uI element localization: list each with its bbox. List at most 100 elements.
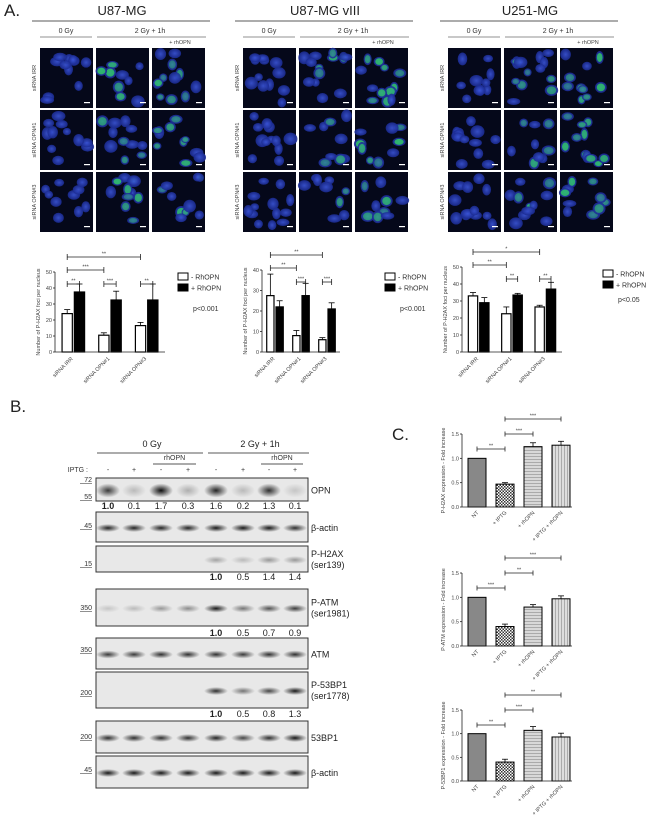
significance-label: ** [510, 274, 515, 280]
column-header-2gy: 2 Gy + 1h [338, 28, 369, 35]
nucleus [328, 47, 338, 59]
nucleus [257, 80, 269, 92]
bar [523, 446, 543, 508]
column-header-rhopn: + rhOPN [577, 40, 599, 46]
fluorescence-image [152, 172, 205, 232]
significance-label: ** [543, 274, 548, 280]
protein-band [231, 650, 255, 659]
densitometry-value: 0.8 [263, 709, 276, 719]
bar-minus-rhopn [292, 335, 301, 353]
nucleus [521, 206, 535, 216]
nucleus [54, 178, 65, 187]
nucleus [339, 53, 353, 61]
blot-row-p-atm [95, 588, 309, 627]
nucleus [483, 54, 494, 63]
protein-band [283, 687, 307, 695]
y-tick-label: 50 [453, 265, 459, 271]
blot-row-atm [95, 637, 309, 670]
nucleus [194, 210, 204, 220]
nucleus [542, 49, 554, 57]
nucleus [535, 63, 546, 73]
foci-signal [119, 138, 128, 145]
nucleus [323, 117, 337, 127]
foci-signal [138, 152, 146, 158]
protein-band [204, 604, 228, 613]
foci-signal [381, 64, 388, 71]
nucleus [312, 173, 323, 187]
protein-band [204, 483, 228, 498]
x-tick-label: siRNA OPN#3 [300, 356, 329, 385]
significance-label: ** [531, 690, 536, 696]
nucleus [166, 191, 177, 201]
significance-label: *** [107, 279, 114, 285]
scale-bar [287, 226, 293, 228]
row-label: siRNA IRR [440, 65, 446, 91]
nucleus [40, 96, 55, 104]
blot-membrane [95, 477, 309, 502]
nucleus [190, 80, 202, 94]
x-tick-label: NT [471, 784, 481, 794]
nucleus [509, 217, 523, 230]
densitometry-value: 1.0 [210, 628, 223, 638]
y-tick-label: 0.0 [451, 644, 459, 650]
nucleus [261, 138, 271, 147]
iptg-sign: + [293, 467, 297, 474]
blot-label: P-H2AX [311, 549, 344, 559]
nucleus [587, 177, 599, 186]
scale-bar [287, 102, 293, 104]
bar-plus-rhopn [147, 299, 159, 353]
densitometry-value: 0.1 [289, 501, 302, 511]
x-tick-label: + rhOPN [517, 649, 536, 668]
foci-signal [594, 204, 604, 213]
y-tick-label: 10 [46, 334, 52, 340]
x-tick-label: siRNA IRR [254, 356, 277, 379]
nucleus [448, 194, 462, 206]
significance-label: *** [516, 705, 523, 711]
nucleus [455, 159, 468, 169]
scale-bar [140, 226, 146, 228]
blot-row-β-actin [95, 511, 309, 543]
mw-marker: 45 [84, 523, 92, 530]
protein-band [176, 483, 200, 498]
foci-signal [361, 181, 368, 191]
densitometry-value: 1.4 [289, 572, 302, 582]
densitometry-value: 0.5 [237, 572, 250, 582]
nucleus [76, 177, 88, 188]
p-value-annotation: p<0.001 [193, 306, 219, 313]
nucleus [277, 85, 290, 96]
nucleus [267, 220, 277, 231]
scale-bar [84, 102, 90, 104]
protein-band [283, 524, 307, 532]
nucleus [244, 76, 258, 90]
nucleus [167, 58, 178, 71]
nucleus [571, 133, 583, 142]
nucleus [507, 145, 516, 157]
nucleus [540, 216, 553, 227]
y-tick-label: 1.0 [451, 732, 459, 738]
foci-signal [520, 119, 527, 127]
p-value-annotation: p<0.001 [400, 306, 426, 313]
bar [495, 626, 515, 647]
nucleus [450, 212, 463, 225]
significance-label: ** [71, 279, 76, 285]
blot-row-β-actin [95, 755, 309, 789]
scale-bar [548, 102, 554, 104]
nucleus [283, 132, 298, 146]
p-value-annotation: p<0.05 [618, 297, 640, 304]
significance-label: ** [281, 263, 286, 269]
nucleus [393, 68, 407, 78]
nucleus [375, 176, 387, 189]
nucleus [504, 189, 516, 201]
scale-bar [343, 226, 349, 228]
foci-signal [568, 177, 576, 186]
scale-bar [492, 164, 498, 166]
scale-bar [196, 226, 202, 228]
protein-band [122, 604, 146, 613]
nucleus [541, 145, 556, 156]
panel-b-label: B. [10, 397, 26, 416]
scale-bar [140, 164, 146, 166]
blot-row-p-53bp1 [95, 671, 309, 709]
protein-band [283, 556, 307, 564]
nucleus [563, 72, 576, 83]
